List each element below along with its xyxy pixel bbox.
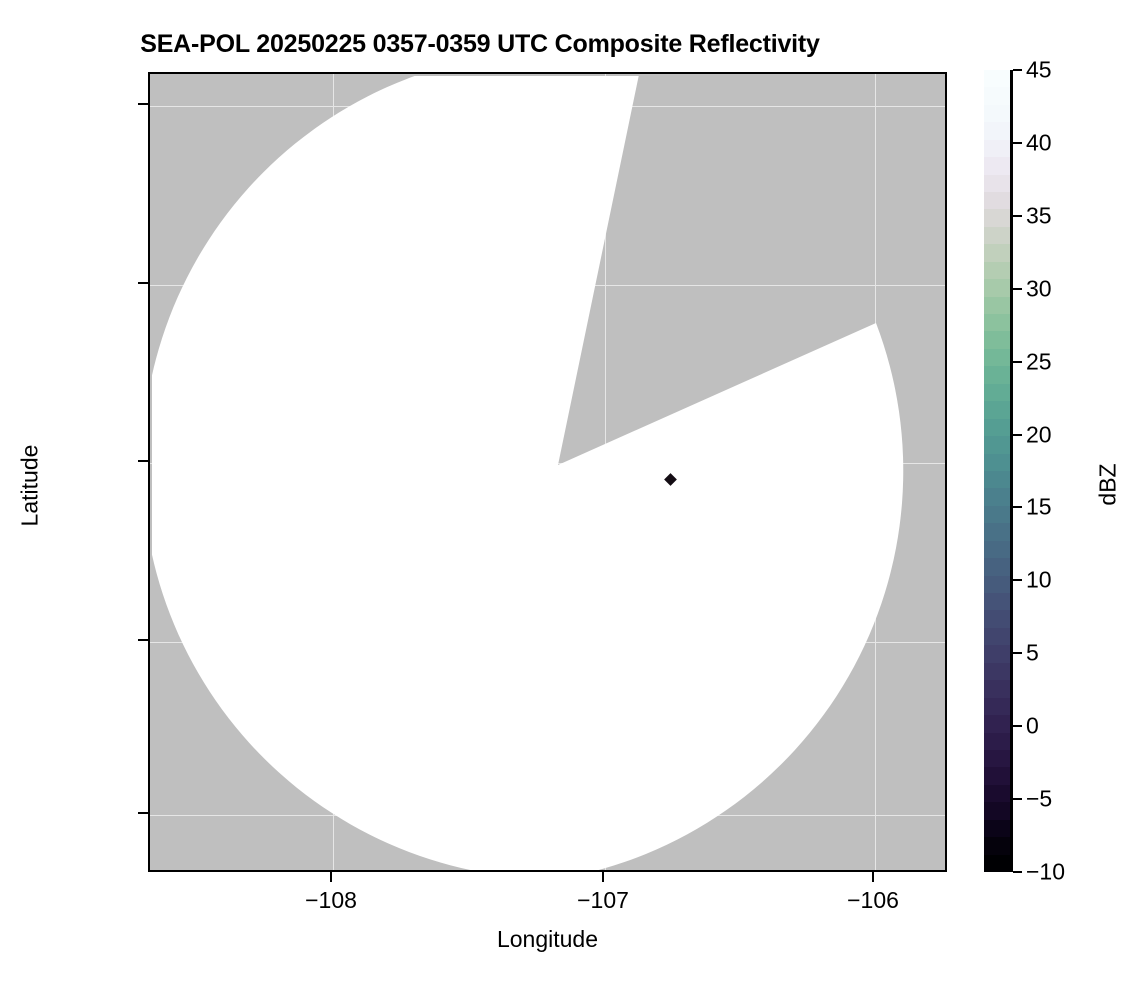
- colorbar-segment-28: [984, 366, 1010, 384]
- colorbar-segment-26: [984, 401, 1010, 419]
- colorbar-segment-31: [984, 314, 1010, 332]
- colorbar-segment-3: [984, 802, 1010, 820]
- xtick-mark--107: [602, 872, 604, 882]
- colorbar-segment-42: [984, 122, 1010, 140]
- plot-panel[interactable]: [148, 72, 947, 872]
- xtick-label--108: −108: [305, 887, 357, 913]
- colorbar-segment-41: [984, 139, 1010, 158]
- colorbar-segment-43: [984, 104, 1010, 123]
- colorbar-tick-label-20: 20: [1026, 421, 1052, 448]
- colorbar-tick-mark--10: [1013, 871, 1022, 873]
- colorbar-tick-mark-30: [1013, 287, 1022, 290]
- colorbar-tick-mark-45: [1013, 69, 1022, 71]
- colorbar-segment-8: [984, 715, 1010, 733]
- radar-coverage-area: [152, 76, 904, 870]
- colorbar-tick-label-45: 45: [1026, 56, 1052, 83]
- colorbar-segment-4: [984, 784, 1010, 803]
- colorbar-segment-45: [984, 69, 1010, 88]
- colorbar-tick-label-5: 5: [1026, 639, 1039, 666]
- colorbar-tick-mark-15: [1013, 506, 1022, 509]
- colorbar-axis-line: [1010, 70, 1013, 872]
- colorbar-segment-10: [984, 680, 1010, 698]
- colorbar-segment-33: [984, 279, 1010, 297]
- colorbar-segment-34: [984, 261, 1010, 280]
- colorbar-segment-12: [984, 645, 1010, 663]
- xtick-label--107: −107: [577, 887, 629, 913]
- colorbar-tick-mark-40: [1013, 141, 1022, 144]
- page-title: SEA-POL 20250225 0357-0359 UTC Composite…: [140, 30, 820, 58]
- colorbar-segment-20: [984, 505, 1010, 524]
- colorbar-segment-23: [984, 453, 1010, 471]
- colorbar-segment-22: [984, 470, 1010, 489]
- colorbar-tick-label--10: −10: [1026, 858, 1066, 885]
- colorbar-segment-14: [984, 610, 1010, 628]
- colorbar-tick-mark-5: [1013, 652, 1022, 655]
- ytick-mark-41.0: [138, 282, 148, 284]
- colorbar-tick-mark-25: [1013, 360, 1022, 363]
- colorbar-tick-label-30: 30: [1026, 275, 1052, 302]
- colorbar-segment-29: [984, 348, 1010, 367]
- xtick-mark--106: [872, 872, 874, 882]
- colorbar-segment-40: [984, 157, 1010, 175]
- ytick-mark-39.5: [138, 812, 148, 814]
- colorbar-segment-5: [984, 767, 1010, 785]
- colorbar-segment-11: [984, 662, 1010, 681]
- colorbar-tick-mark--5: [1013, 798, 1022, 801]
- colorbar-segment-1: [984, 837, 1010, 855]
- ytick-mark-40.5: [138, 460, 148, 462]
- colorbar-segment-36: [984, 226, 1010, 245]
- colorbar-tick-label-0: 0: [1026, 712, 1039, 739]
- colorbar-gradient: [984, 69, 1010, 872]
- colorbar-tick-label-15: 15: [1026, 493, 1052, 520]
- colorbar-tick-label-25: 25: [1026, 348, 1052, 375]
- colorbar-segment-37: [984, 209, 1010, 227]
- panel-inner: [150, 74, 945, 870]
- colorbar-tick-label--5: −5: [1026, 785, 1053, 812]
- colorbar-segment-18: [984, 540, 1010, 559]
- colorbar-segment-32: [984, 296, 1010, 314]
- colorbar-tick-label-40: 40: [1026, 129, 1052, 156]
- colorbar-segment-16: [984, 575, 1010, 593]
- colorbar-segment-44: [984, 87, 1010, 105]
- colorbar-segment-39: [984, 174, 1010, 192]
- colorbar-segment-7: [984, 732, 1010, 750]
- colorbar-tick-mark-10: [1013, 579, 1022, 582]
- colorbar-segment-35: [984, 244, 1010, 262]
- ytick-mark-40.0: [138, 639, 148, 641]
- ytick-mark-41.5: [138, 103, 148, 105]
- colorbar-title: dBZ: [1094, 463, 1121, 506]
- colorbar[interactable]: [984, 69, 1010, 872]
- colorbar-segment-21: [984, 488, 1010, 506]
- colorbar-segment-30: [984, 331, 1010, 349]
- colorbar-tick-mark-35: [1013, 214, 1022, 217]
- colorbar-tick-mark-0: [1013, 725, 1022, 728]
- colorbar-tick-label-10: 10: [1026, 566, 1052, 593]
- colorbar-segment-13: [984, 627, 1010, 646]
- colorbar-segment-2: [984, 819, 1010, 838]
- colorbar-segment-17: [984, 558, 1010, 576]
- xtick-label--106: −106: [847, 887, 899, 913]
- y-axis-label: Latitude: [16, 444, 43, 527]
- colorbar-segment-19: [984, 523, 1010, 541]
- colorbar-segment-6: [984, 749, 1010, 768]
- colorbar-segment-0: [984, 854, 1010, 872]
- colorbar-segment-27: [984, 383, 1010, 402]
- colorbar-segment-24: [984, 436, 1010, 454]
- colorbar-segment-9: [984, 697, 1010, 716]
- xtick-mark--108: [330, 872, 332, 882]
- colorbar-segment-15: [984, 593, 1010, 611]
- colorbar-tick-mark-20: [1013, 433, 1022, 436]
- colorbar-segment-38: [984, 191, 1010, 210]
- colorbar-segment-25: [984, 418, 1010, 437]
- x-axis-label: Longitude: [496, 926, 599, 952]
- colorbar-tick-label-35: 35: [1026, 202, 1052, 229]
